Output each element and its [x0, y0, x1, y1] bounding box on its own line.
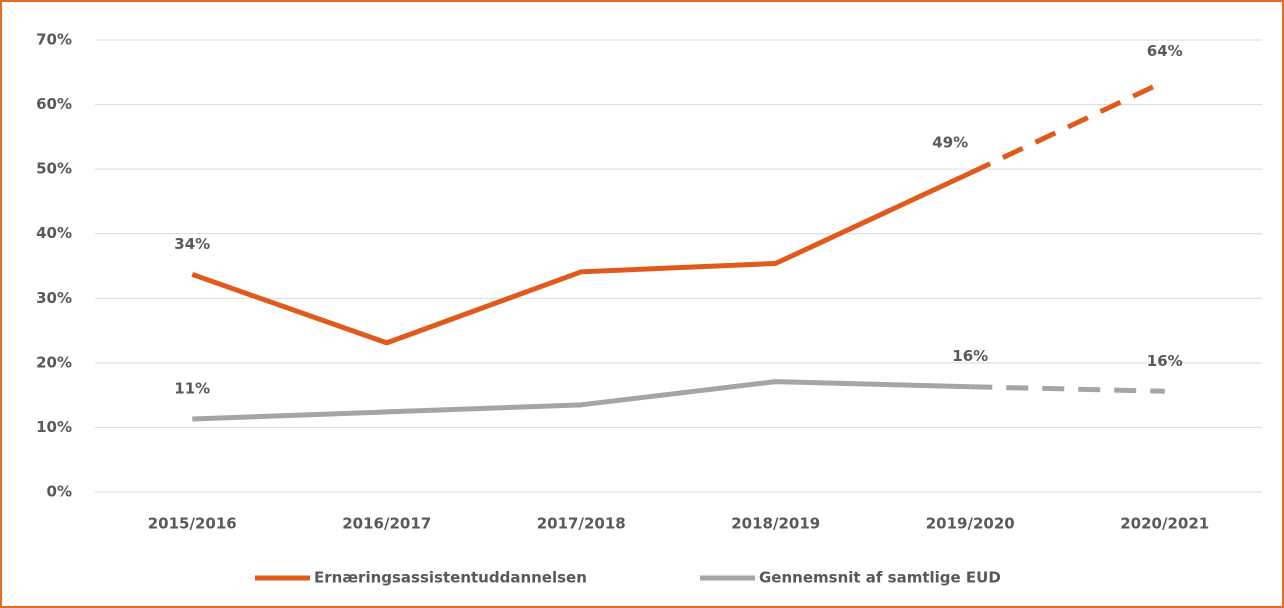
x-tick-label: 2019/2020: [926, 515, 1015, 533]
legend-label: Ernæringsassistentuddannelsen: [314, 569, 587, 587]
data-label: 11%: [174, 380, 210, 398]
x-tick-label: 2020/2021: [1120, 515, 1209, 533]
x-tick-label: 2018/2019: [731, 515, 820, 533]
x-tick-label: 2015/2016: [148, 515, 237, 533]
x-tick-label: 2017/2018: [537, 515, 626, 533]
data-label: 64%: [1147, 42, 1183, 60]
y-tick-label: 20%: [36, 353, 72, 371]
data-label: 34%: [174, 235, 210, 253]
y-tick-label: 10%: [36, 418, 72, 436]
y-tick-label: 70%: [36, 31, 72, 49]
y-tick-label: 60%: [36, 95, 72, 113]
data-label: 16%: [1147, 352, 1183, 370]
y-tick-label: 50%: [36, 160, 72, 178]
y-tick-label: 0%: [47, 483, 72, 501]
data-label: 16%: [952, 347, 988, 365]
series-line: [192, 379, 971, 422]
y-tick-label: 30%: [36, 289, 72, 307]
series-line: [191, 170, 972, 346]
legend-label: Gennemsnit af samtlige EUD: [759, 569, 1001, 587]
y-tick-label: 40%: [36, 224, 72, 242]
x-tick-label: 2016/2017: [342, 515, 431, 533]
series-line-dashed: [970, 384, 1165, 394]
data-label: 49%: [932, 134, 968, 152]
series-line-dashed: [969, 79, 1166, 176]
